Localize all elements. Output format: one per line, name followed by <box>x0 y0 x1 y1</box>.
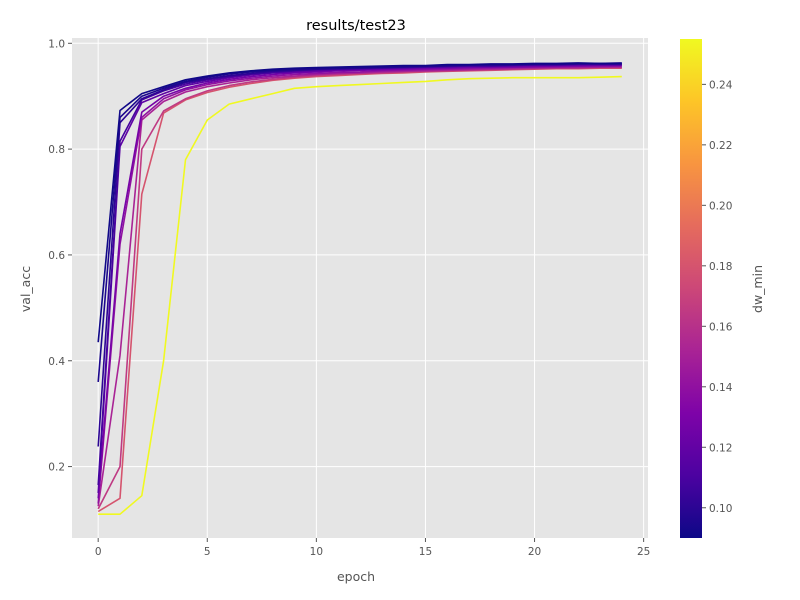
x-tick-label: 25 <box>637 546 650 558</box>
x-tick-label: 0 <box>95 546 102 558</box>
x-tick-label: 15 <box>419 546 432 558</box>
y-tick-label: 0.8 <box>48 144 65 156</box>
plot-background <box>72 38 648 538</box>
y-axis-ticks: 0.2 0.4 0.6 0.8 1.0 <box>48 38 72 474</box>
y-tick-label: 0.2 <box>48 462 65 474</box>
y-tick-label: 0.4 <box>48 356 65 368</box>
colorbar-tick-label: 0.12 <box>709 442 732 454</box>
chart-title: results/test23 <box>306 18 406 34</box>
y-tick-label: 0.6 <box>48 250 65 262</box>
x-tick-label: 5 <box>204 546 211 558</box>
x-axis-ticks: 0 5 10 15 20 25 <box>95 538 650 558</box>
colorbar-ticks: 0.10 0.12 0.14 0.16 0.18 0.20 0.22 0.24 <box>702 79 733 515</box>
series-line <box>97 62 622 343</box>
colorbar-tick-label: 0.18 <box>709 261 732 273</box>
series-lines <box>97 62 622 516</box>
colorbar-tick-label: 0.24 <box>709 79 733 91</box>
x-axis-label: epoch <box>337 569 375 584</box>
colorbar-tick-label: 0.14 <box>709 382 733 394</box>
colorbar-label: dw_min <box>750 265 765 313</box>
series-line <box>98 75 622 516</box>
colorbar-tick-label: 0.20 <box>709 200 732 212</box>
colorbar-tick-label: 0.16 <box>709 321 733 333</box>
colorbar-tick-label: 0.22 <box>709 140 732 152</box>
series-line <box>97 66 622 507</box>
x-tick-label: 20 <box>528 546 541 558</box>
series-line <box>97 64 622 499</box>
x-tick-label: 10 <box>310 546 323 558</box>
y-tick-label: 1.0 <box>48 38 65 50</box>
y-axis-label: val_acc <box>18 266 33 312</box>
colorbar-tick-label: 0.10 <box>709 503 732 515</box>
colorbar <box>680 39 702 538</box>
